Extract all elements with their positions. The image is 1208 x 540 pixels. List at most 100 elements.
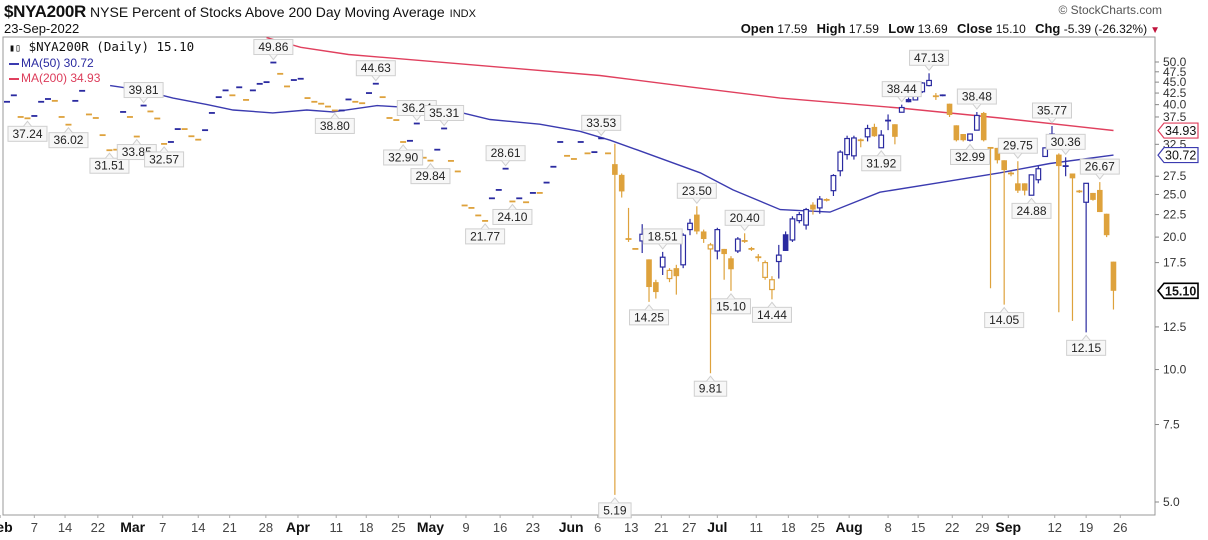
candle [734, 237, 741, 254]
candle-body [222, 89, 229, 92]
candle-body [51, 99, 58, 102]
candle-body [830, 174, 837, 192]
candle-body [441, 127, 448, 130]
candle [126, 116, 133, 118]
candle [564, 154, 571, 157]
candle [1083, 182, 1090, 333]
candle-body [878, 134, 885, 149]
candle-body [167, 141, 174, 143]
value-annotation: 32.99 [950, 143, 991, 165]
candle-body [468, 207, 475, 209]
candle-body [133, 135, 140, 138]
candle [728, 256, 734, 291]
candle [516, 197, 523, 200]
candle-body [140, 104, 147, 107]
candle-body [58, 116, 65, 118]
annotation-pointer [1081, 334, 1091, 341]
candle [188, 135, 195, 138]
annotation-pointer [726, 292, 736, 300]
candle [632, 248, 639, 250]
candle-body [591, 151, 598, 154]
value-annotation: 18.51 [642, 228, 683, 250]
candle [762, 260, 769, 280]
annotation-label: 26.67 [1085, 160, 1115, 174]
candle [284, 85, 291, 88]
candle-body [666, 269, 673, 280]
candle [427, 159, 434, 162]
candle [550, 165, 557, 168]
annotation-label: 24.88 [1016, 204, 1046, 218]
annotation-label: 35.31 [429, 106, 459, 120]
x-tick-label: 11 [750, 520, 764, 535]
annotation-label: 12.15 [1071, 341, 1101, 355]
candle-body [557, 141, 564, 143]
candle [625, 207, 632, 242]
candle-body [967, 133, 973, 141]
candle [1042, 147, 1049, 158]
candle [202, 129, 209, 132]
candle-body [188, 135, 195, 138]
candle [495, 189, 502, 191]
x-tick-label: 11 [329, 520, 343, 535]
legend-ma50: MA(50) 30.72 [21, 56, 94, 70]
candle-body [502, 167, 509, 170]
candle [741, 233, 748, 243]
x-tick-label: 21 [654, 520, 668, 535]
candle [543, 181, 550, 184]
candle-body [618, 174, 625, 192]
candle [694, 206, 700, 235]
annotation-pointer [508, 203, 517, 210]
candle-body [325, 105, 332, 108]
annotation-label: 9.81 [699, 382, 723, 396]
candle-body [721, 248, 727, 255]
candle-body [632, 248, 639, 250]
candle-body [379, 96, 386, 99]
candle-body [755, 256, 762, 259]
candle-body [1015, 183, 1021, 191]
candle-body [174, 128, 181, 130]
value-annotation: 44.63 [355, 60, 396, 82]
candle-body [4, 100, 10, 103]
candle [256, 82, 263, 85]
candle-body [284, 85, 291, 88]
candle [454, 170, 461, 173]
annotation-pointer [924, 64, 934, 72]
candle-body [1103, 213, 1110, 236]
candle [851, 135, 857, 160]
candle-body [372, 82, 379, 85]
value-annotation: 32.57 [144, 146, 185, 168]
value-annotation: 14.25 [629, 304, 670, 326]
value-annotation: 39.81 [123, 82, 164, 104]
candle [1056, 153, 1062, 313]
candle [523, 201, 530, 204]
annotation-pointer [159, 146, 169, 153]
annotation-pointer [1061, 149, 1071, 156]
annotation-label: 18.51 [648, 229, 678, 243]
x-tick-label: Sep [995, 519, 1021, 535]
candle-body [427, 159, 434, 162]
candle [318, 102, 325, 105]
annotation-pointer [480, 223, 490, 230]
candle [1069, 173, 1076, 321]
value-annotation: 32.90 [383, 144, 424, 166]
candle [926, 73, 932, 87]
candle [536, 192, 543, 194]
candle-body [659, 256, 666, 268]
candle-body [338, 109, 345, 112]
y-tick-label: 22.5 [1163, 208, 1187, 222]
candle-body [946, 103, 953, 115]
candle-body [973, 114, 980, 131]
candle [120, 111, 127, 113]
annotation-label: 14.44 [757, 308, 787, 322]
candle-body [1110, 261, 1117, 291]
candle [529, 192, 536, 194]
candle-body [345, 98, 352, 101]
candle [967, 133, 973, 142]
annotation-pointer [692, 197, 702, 205]
candle [748, 246, 755, 251]
annotation-pointer [64, 126, 73, 133]
candle [673, 264, 680, 295]
x-tick-label: 21 [222, 520, 236, 535]
candle [161, 143, 168, 145]
